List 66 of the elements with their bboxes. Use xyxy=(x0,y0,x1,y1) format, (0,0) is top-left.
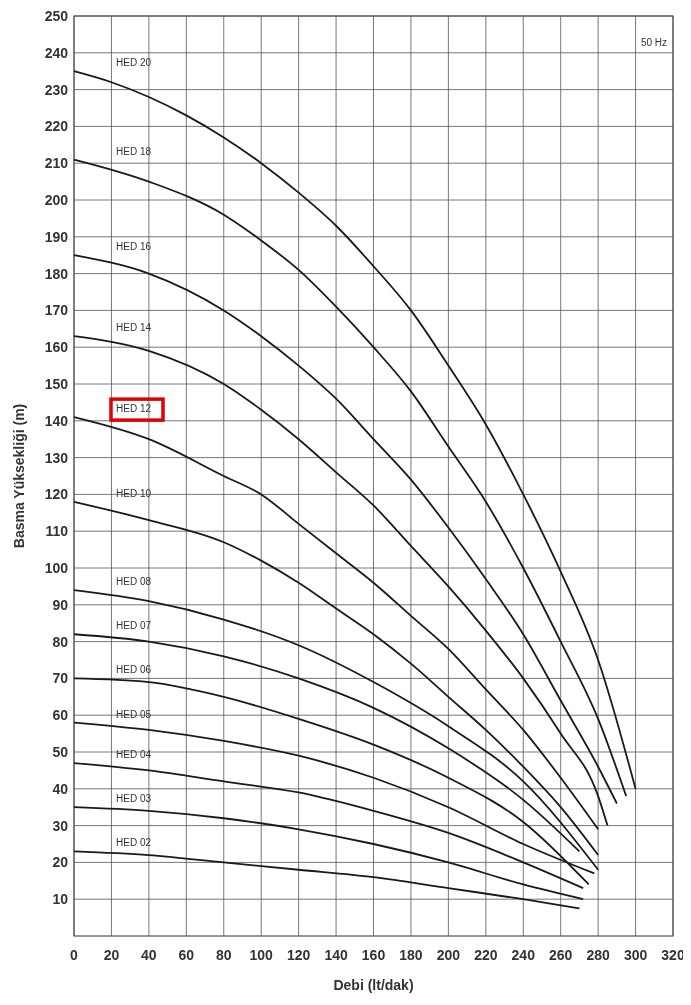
x-tick-label: 260 xyxy=(549,947,573,963)
series-label: HED 16 xyxy=(116,241,152,253)
series-label: HED 02 xyxy=(116,837,152,849)
series-label: HED 20 xyxy=(116,57,152,69)
y-tick-label: 180 xyxy=(44,265,69,282)
line-series xyxy=(73,335,609,827)
line-series xyxy=(73,500,600,856)
y-axis-title: Basma Yüksekliği (m) xyxy=(11,403,27,549)
series-label: HED 05 xyxy=(116,708,152,720)
x-tick-label: 140 xyxy=(324,947,348,963)
line-series xyxy=(73,850,581,910)
y-tick-label: 10 xyxy=(52,891,69,908)
y-tick-label: 220 xyxy=(44,118,69,135)
line-series xyxy=(73,677,590,886)
x-tick-label: 0 xyxy=(70,947,79,963)
y-tick-label: 100 xyxy=(44,560,69,576)
y-tick-label: 120 xyxy=(44,486,69,503)
x-tick-label: 160 xyxy=(361,947,386,963)
y-tick-label: 250 xyxy=(44,8,69,24)
y-tick-label: 170 xyxy=(44,302,69,319)
series-label: HED 06 xyxy=(116,664,152,676)
x-tick-label: 280 xyxy=(586,947,611,963)
x-tick-label: 180 xyxy=(399,947,423,963)
y-tick-label: 210 xyxy=(44,155,69,172)
y-tick-label: 230 xyxy=(44,81,69,98)
line-series xyxy=(73,416,600,831)
x-tick-label: 100 xyxy=(249,947,274,963)
series-label: HED 07 xyxy=(116,620,152,632)
line-series xyxy=(73,633,581,853)
y-tick-label: 20 xyxy=(52,854,69,871)
series-label: HED 08 xyxy=(116,576,152,588)
series-label: HED 04 xyxy=(116,749,152,761)
y-tick-label: 240 xyxy=(44,44,69,61)
y-tick-label: 30 xyxy=(52,817,69,834)
y-tick-label: 160 xyxy=(44,339,69,356)
y-tick-label: 80 xyxy=(52,633,69,650)
x-tick-label: 120 xyxy=(286,947,311,963)
x-tick-label: 80 xyxy=(215,947,232,963)
series-label: HED 03 xyxy=(116,793,152,805)
y-tick-label: 50 xyxy=(52,744,69,760)
y-tick-label: 60 xyxy=(52,707,69,724)
x-axis-title: Debi (lt/dak) xyxy=(333,977,414,993)
series-label: HED 12 xyxy=(116,403,152,415)
y-tick-label: 130 xyxy=(44,449,69,466)
line-series xyxy=(73,762,585,890)
x-tick-label: 240 xyxy=(511,947,536,963)
y-tick-label: 70 xyxy=(52,670,69,687)
y-tick-label: 200 xyxy=(44,192,69,208)
y-tick-label: 190 xyxy=(44,228,69,245)
x-tick-label: 220 xyxy=(474,947,498,963)
series-label: HED 14 xyxy=(116,322,152,334)
line-series xyxy=(73,806,585,901)
y-tick-label: 90 xyxy=(52,596,69,613)
x-tick-label: 60 xyxy=(178,947,195,963)
x-tick-label: 40 xyxy=(141,947,157,963)
line-series xyxy=(73,254,618,805)
y-tick-label: 110 xyxy=(45,523,69,540)
annotation: 50 Hz xyxy=(640,37,667,48)
y-tick-label: 140 xyxy=(44,412,69,429)
y-tick-label: 40 xyxy=(52,780,69,797)
x-tick-label: 20 xyxy=(103,947,120,963)
line-series xyxy=(73,589,600,871)
y-tick-label: 150 xyxy=(44,376,69,392)
series-label: HED 18 xyxy=(116,145,152,157)
x-tick-label: 200 xyxy=(436,947,461,963)
x-tick-label: 300 xyxy=(623,947,648,963)
